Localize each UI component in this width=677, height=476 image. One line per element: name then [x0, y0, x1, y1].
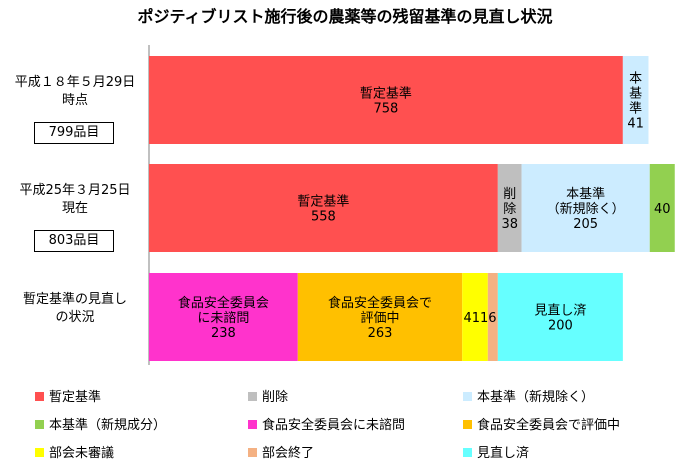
- legend-label-bukai_mishingi: 部会未審議: [49, 446, 114, 461]
- category-total-box: 799品目: [34, 122, 114, 144]
- legend-swatch-zantei: [35, 392, 44, 401]
- legend-label-hyoka: 食品安全委員会で評価中: [477, 417, 620, 433]
- legend-label-bukai_shuryo: 部会終了: [262, 445, 314, 461]
- category-label: 平成25年３月25日: [19, 183, 130, 198]
- bar-bukai_mishingi-row3: [462, 273, 488, 361]
- category-label: 平成１８年５月29日: [15, 75, 136, 90]
- bar-hon_shinki_seibun-row2: [649, 164, 675, 252]
- data-label-small-segments: 4116: [463, 311, 496, 326]
- data-label-sakujo-row2: 38: [501, 217, 518, 232]
- legend-swatch-sakujo: [248, 392, 257, 401]
- data-label-hon-row1: 準: [629, 101, 642, 117]
- category-total-box: 803品目: [34, 230, 114, 252]
- data-label-hon-row1: 基: [629, 87, 642, 102]
- legend-swatch-mishimon: [248, 420, 257, 429]
- legend-label-hon: 本基準（新規除く）: [477, 389, 594, 405]
- data-label-hon_shinki-row2: 本基準: [566, 186, 605, 202]
- legend-label-mishimon: 食品安全委員会に未諮問: [262, 417, 405, 433]
- legend-swatch-hon: [463, 392, 472, 401]
- data-label-sakujo-row2: 除: [503, 202, 516, 217]
- data-label-hon_shinki-row2: 205: [573, 217, 598, 232]
- bar-bukai_shuryo-row3: [487, 273, 498, 361]
- bar-hyoka-row3: [297, 273, 463, 361]
- data-label-minaoshi-row3: 200: [548, 319, 573, 334]
- bar-hon_shinki-row2: [521, 164, 650, 252]
- category-label: 時点: [62, 93, 88, 108]
- legend-label-sakujo: 削除: [262, 390, 288, 405]
- legend-swatch-bukai_shuryo: [248, 448, 257, 457]
- data-label-mishimon-row3: 食品安全委員会: [178, 295, 269, 311]
- bar-zantei-row2: [149, 164, 498, 252]
- legend-label-hon_shinki_seibun: 本基準（新規成分）: [49, 417, 166, 433]
- legend-swatch-hon_shinki_seibun: [35, 420, 44, 429]
- legend: 暫定基準 削除 本基準（新規除く） 本基準（新規成分） 食品安全委員会に未諮問 食品安全委…: [35, 389, 620, 461]
- data-label-hyoka-row3: 263: [368, 326, 393, 341]
- legend-label-zantei: 暫定基準: [49, 389, 101, 405]
- bar-zantei-row1: [149, 56, 623, 144]
- data-label-zantei-row1: 758: [374, 102, 399, 117]
- bar-minaoshi-row3: [497, 273, 623, 361]
- bar-mishimon-row3: [149, 273, 298, 361]
- legend-label-minaoshi: 見直し済: [477, 445, 529, 461]
- bar-sakujo-row2: [497, 164, 522, 252]
- data-label-sakujo-row2: 削: [503, 187, 516, 202]
- data-label-minaoshi-row3: 見直し済: [534, 303, 586, 319]
- category-label: 暫定基準の見直し: [23, 291, 127, 307]
- category-label: の状況: [55, 310, 94, 325]
- data-label-hon-row1: 本: [629, 72, 642, 87]
- data-label-mishimon-row3: に未諮問: [197, 311, 249, 326]
- data-label-hon_shinki-row2: （新規除く）: [547, 201, 625, 217]
- data-label-hyoka-row3: 食品安全委員会で: [328, 295, 432, 311]
- data-label-hon_shinki_seibun-row2: 40: [654, 202, 671, 217]
- data-label-hon-row1: 41: [627, 117, 644, 132]
- bar-hon-row1: [622, 56, 649, 144]
- data-label-mishimon-row3: 238: [211, 326, 236, 341]
- data-label-zantei-row2: 暫定基準: [297, 194, 349, 210]
- data-label-zantei-row1: 暫定基準: [360, 86, 412, 102]
- data-label-hyoka-row3: 評価中: [360, 311, 399, 326]
- chart-title: ポジティブリスト施行後の農薬等の残留基準の見直し状況: [137, 7, 552, 26]
- category-label: 現在: [62, 201, 88, 216]
- bars: 暫定基準758本基準41暫定基準558削除38本基準（新規除く）20540食品安…: [149, 56, 675, 361]
- legend-swatch-bukai_mishingi: [35, 448, 44, 457]
- data-label-zantei-row2: 558: [311, 210, 336, 225]
- legend-swatch-minaoshi: [463, 448, 472, 457]
- legend-swatch-hyoka: [463, 420, 472, 429]
